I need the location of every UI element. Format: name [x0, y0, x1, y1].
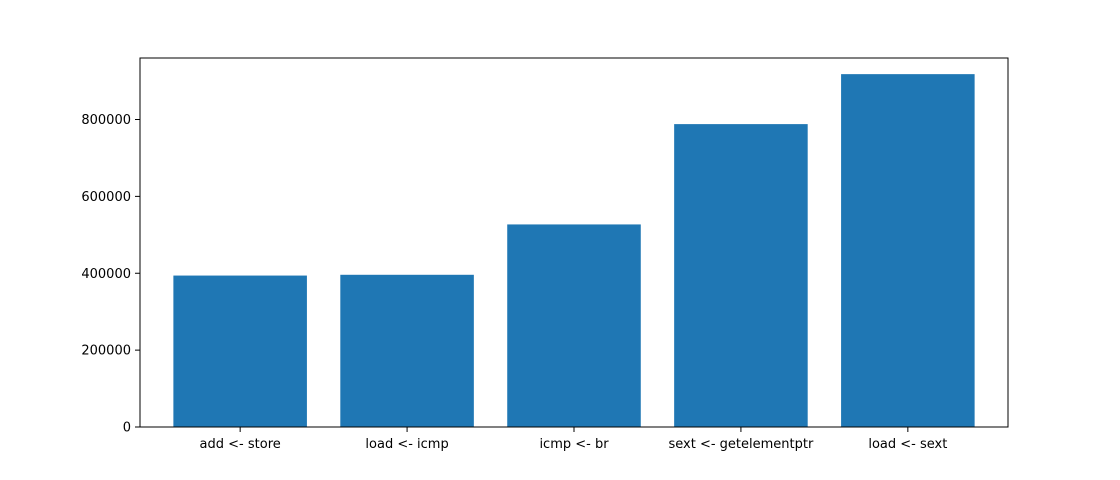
bar-5 — [841, 74, 975, 427]
bar-4 — [674, 124, 808, 428]
y-tick-label: 400000 — [81, 267, 131, 282]
x-tick-label: load <- icmp — [365, 437, 448, 452]
x-tick-label: sext <- getelementptr — [669, 437, 814, 452]
x-tick-label: icmp <- br — [539, 437, 609, 452]
x-axis-ticks: add <- store load <- icmp icmp <- br sext <… — [200, 427, 947, 452]
bar-1 — [173, 275, 307, 427]
y-tick-label: 0 — [123, 421, 131, 436]
bar-2 — [340, 274, 474, 427]
x-tick-label: add <- store — [200, 437, 281, 452]
y-tick-label: 800000 — [81, 113, 131, 128]
bar-3 — [507, 224, 641, 427]
y-axis-ticks: 0 200000 400000 600000 800000 — [81, 113, 140, 436]
y-tick-label: 200000 — [81, 344, 131, 359]
y-tick-label: 600000 — [81, 190, 131, 205]
x-tick-label: load <- sext — [868, 437, 947, 452]
plot-frame — [139, 57, 1009, 428]
bars-group — [173, 74, 975, 428]
